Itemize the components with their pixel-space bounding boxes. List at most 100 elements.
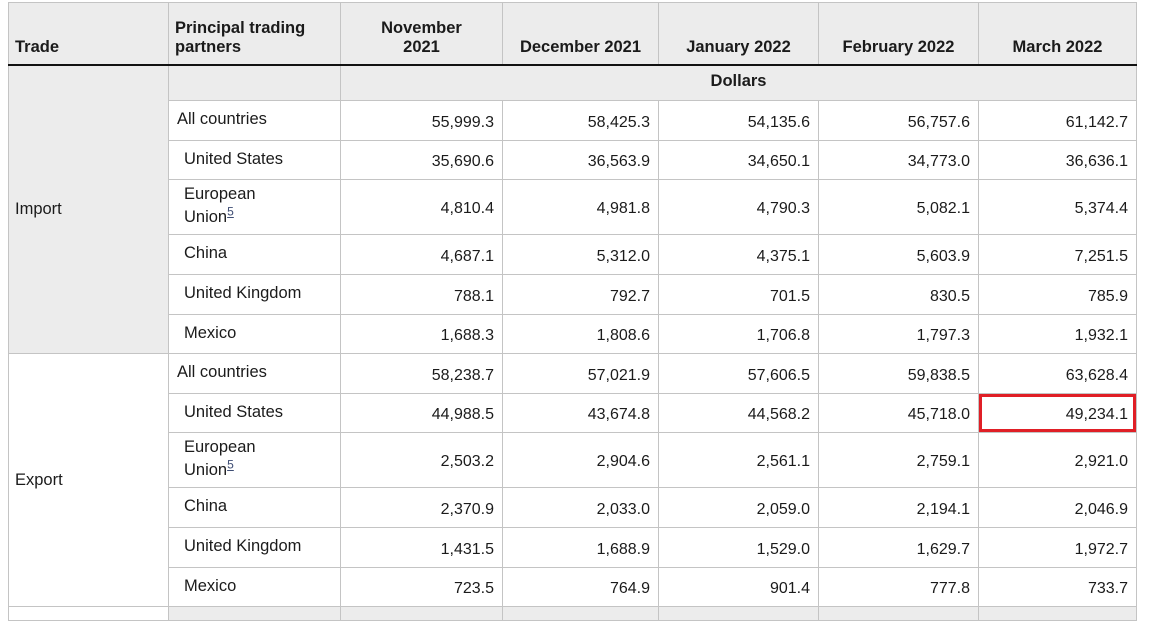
value-cell: 1,932.1 xyxy=(978,314,1137,355)
partner-cell-all-countries: All countries xyxy=(168,100,341,141)
value-cell: 1,808.6 xyxy=(502,314,659,355)
value-cell: 35,690.6 xyxy=(340,140,503,180)
value-cell: 777.8 xyxy=(818,567,979,608)
value-cell: 2,759.1 xyxy=(818,432,979,489)
value-cell: 1,797.3 xyxy=(818,314,979,355)
trade-cell-export: Export xyxy=(8,353,169,608)
table-row: United Kingdom 1,431.5 1,688.9 1,529.0 1… xyxy=(9,527,1137,569)
value-cell: 2,370.9 xyxy=(340,487,503,529)
partner-cell-european-union: European Union5 xyxy=(168,178,341,236)
header-row: Trade Principal trading partners Novembe… xyxy=(8,2,1137,66)
value-cell: 723.5 xyxy=(340,567,503,608)
table-row: European Union5 4,810.4 4,981.8 4,790.3 … xyxy=(9,178,1137,236)
partner-cell-united-states: United States xyxy=(168,393,341,434)
value-cell: 44,988.5 xyxy=(340,393,503,434)
value-cell: 2,194.1 xyxy=(818,487,979,529)
value-cell: 701.5 xyxy=(658,274,819,316)
value-cell: 785.9 xyxy=(978,274,1137,316)
value-cell: 788.1 xyxy=(340,274,503,316)
partner-cell-mexico: Mexico xyxy=(168,567,341,608)
column-header-partners: Principal trading partners xyxy=(168,2,341,66)
value-cell: 45,718.0 xyxy=(818,393,979,434)
value-cell: 34,773.0 xyxy=(818,140,979,180)
value-cell: 1,688.3 xyxy=(340,314,503,355)
value-cell: 5,603.9 xyxy=(818,234,979,276)
value-cell: 5,082.1 xyxy=(818,178,979,236)
value-cell: 733.7 xyxy=(978,567,1137,608)
partner-cell-china: China xyxy=(168,234,341,276)
value-cell: 4,687.1 xyxy=(340,234,503,276)
value-cell: 1,629.7 xyxy=(818,527,979,569)
partial-cell xyxy=(168,606,341,621)
value-cell: 830.5 xyxy=(818,274,979,316)
value-cell: 2,503.2 xyxy=(340,432,503,489)
table-row: European Union5 2,503.2 2,904.6 2,561.1 … xyxy=(9,432,1137,489)
value-cell: 2,904.6 xyxy=(502,432,659,489)
table-row: United States 35,690.6 36,563.9 34,650.1… xyxy=(9,140,1137,180)
value-cell: 57,606.5 xyxy=(658,353,819,395)
value-cell: 43,674.8 xyxy=(502,393,659,434)
partial-cell xyxy=(340,606,503,621)
table-row: China 4,687.1 5,312.0 4,375.1 5,603.9 7,… xyxy=(9,234,1137,276)
value-cell: 2,921.0 xyxy=(978,432,1137,489)
value-cell: 2,561.1 xyxy=(658,432,819,489)
value-cell: 4,981.8 xyxy=(502,178,659,236)
column-header-november-2021: November 2021 xyxy=(340,2,503,66)
value-cell: 1,706.8 xyxy=(658,314,819,355)
partner-cell-all-countries: All countries xyxy=(168,353,341,395)
partner-cell-united-states: United States xyxy=(168,140,341,180)
value-cell: 7,251.5 xyxy=(978,234,1137,276)
value-cell: 764.9 xyxy=(502,567,659,608)
value-cell: 54,135.6 xyxy=(658,100,819,141)
table-row: All countries 55,999.3 58,425.3 54,135.6… xyxy=(9,100,1137,141)
footnote-5-link[interactable]: 5 xyxy=(227,457,234,472)
column-header-march-2022: March 2022 xyxy=(978,2,1137,66)
trade-cell-import: Import xyxy=(8,63,169,355)
table-row: Export All countries 58,238.7 57,021.9 5… xyxy=(8,353,1137,608)
column-header-january-2022: January 2022 xyxy=(658,2,819,66)
value-cell: 61,142.7 xyxy=(978,100,1137,141)
next-section-partial-row xyxy=(8,606,1137,621)
partial-cell xyxy=(502,606,659,621)
column-header-february-2022: February 2022 xyxy=(818,2,979,66)
value-cell: 2,059.0 xyxy=(658,487,819,529)
value-cell: 59,838.5 xyxy=(818,353,979,395)
value-cell: 5,374.4 xyxy=(978,178,1137,236)
trade-data-table: Trade Principal trading partners Novembe… xyxy=(8,2,1137,621)
value-cell: 1,972.7 xyxy=(978,527,1137,569)
partial-cell xyxy=(658,606,819,621)
value-cell: 1,529.0 xyxy=(658,527,819,569)
value-cell: 5,312.0 xyxy=(502,234,659,276)
partial-cell xyxy=(818,606,979,621)
value-cell: 63,628.4 xyxy=(978,353,1137,395)
value-cell: 1,431.5 xyxy=(340,527,503,569)
partner-cell-european-union: European Union5 xyxy=(168,432,341,489)
table-row: Mexico 723.5 764.9 901.4 777.8 733.7 xyxy=(9,567,1137,608)
value-cell: 34,650.1 xyxy=(658,140,819,180)
partial-cell xyxy=(978,606,1137,621)
value-cell: 36,636.1 xyxy=(978,140,1137,180)
value-cell: 2,033.0 xyxy=(502,487,659,529)
value-cell: 57,021.9 xyxy=(502,353,659,395)
footnote-5-link[interactable]: 5 xyxy=(227,204,234,219)
partner-cell-united-kingdom: United Kingdom xyxy=(168,527,341,569)
partial-cell xyxy=(8,606,169,621)
partner-cell-mexico: Mexico xyxy=(168,314,341,355)
value-cell: 55,999.3 xyxy=(340,100,503,141)
partner-label: European Union xyxy=(184,438,256,480)
column-header-trade: Trade xyxy=(8,2,169,66)
highlighted-value-cell: 49,234.1 xyxy=(978,393,1137,434)
value-cell: 792.7 xyxy=(502,274,659,316)
table-row: United Kingdom 788.1 792.7 701.5 830.5 7… xyxy=(9,274,1137,316)
partner-label: European Union xyxy=(184,185,256,227)
column-header-december-2021: December 2021 xyxy=(502,2,659,66)
value-cell: 44,568.2 xyxy=(658,393,819,434)
value-cell: 2,046.9 xyxy=(978,487,1137,529)
partner-cell-united-kingdom: United Kingdom xyxy=(168,274,341,316)
table-row: Mexico 1,688.3 1,808.6 1,706.8 1,797.3 1… xyxy=(9,314,1137,355)
value-cell: 36,563.9 xyxy=(502,140,659,180)
value-cell: 4,810.4 xyxy=(340,178,503,236)
table-row: China 2,370.9 2,033.0 2,059.0 2,194.1 2,… xyxy=(9,487,1137,529)
value-cell: 58,238.7 xyxy=(340,353,503,395)
